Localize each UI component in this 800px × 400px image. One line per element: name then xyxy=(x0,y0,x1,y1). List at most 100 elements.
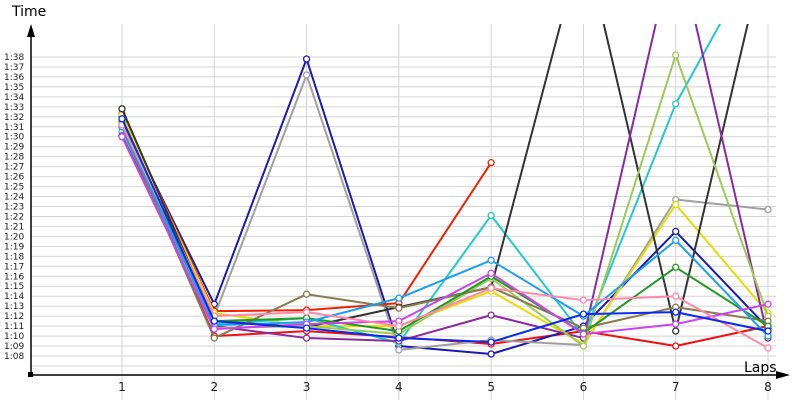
data-point-marker[interactable] xyxy=(210,317,218,325)
data-point-marker[interactable] xyxy=(764,327,772,335)
series-line xyxy=(121,121,769,335)
x-axis-title: Laps xyxy=(744,360,777,376)
series-line xyxy=(121,126,769,337)
data-point-marker[interactable] xyxy=(302,334,311,342)
data-point-marker[interactable] xyxy=(487,338,495,346)
data-point-marker[interactable] xyxy=(579,330,588,338)
data-point-marker[interactable] xyxy=(395,322,403,330)
y-tick-label: 1:33 xyxy=(4,103,24,113)
data-point-marker[interactable] xyxy=(579,342,588,350)
axis-origin-marker xyxy=(28,372,33,377)
y-tick-label: 1:26 xyxy=(4,173,24,183)
axes: Time Laps xyxy=(11,4,790,379)
y-tick-label: 1:16 xyxy=(4,272,24,282)
y-tick-label: 1:25 xyxy=(4,183,24,193)
series-purple xyxy=(118,24,772,345)
series-line xyxy=(121,118,769,344)
data-point-marker[interactable] xyxy=(764,205,772,214)
y-tick-label: 1:38 xyxy=(4,53,24,63)
data-point-marker[interactable] xyxy=(118,115,126,123)
data-point-marker[interactable] xyxy=(487,211,495,220)
data-point-marker[interactable] xyxy=(487,284,495,292)
series-blue xyxy=(118,115,772,346)
data-point-marker[interactable] xyxy=(210,325,218,333)
data-point-marker[interactable] xyxy=(579,310,588,318)
y-tick-label: 1:08 xyxy=(4,352,24,362)
data-point-marker[interactable] xyxy=(302,55,311,63)
series-cyan xyxy=(118,24,722,347)
y-tick-label: 1:23 xyxy=(4,203,24,213)
data-point-marker[interactable] xyxy=(672,263,680,271)
y-tick-label: 1:21 xyxy=(4,222,24,232)
y-tick-label: 1:15 xyxy=(4,282,24,292)
y-axis-arrow-icon xyxy=(27,24,35,37)
data-point-marker[interactable] xyxy=(487,256,495,264)
data-point-marker[interactable] xyxy=(672,227,680,236)
y-tick-label: 1:20 xyxy=(4,232,24,242)
y-tick-label: 1:27 xyxy=(4,163,24,173)
series-line xyxy=(121,57,769,356)
y-tick-label: 1:18 xyxy=(4,252,24,262)
data-point-marker[interactable] xyxy=(395,294,403,302)
data-point-marker[interactable] xyxy=(395,304,403,312)
data-point-marker[interactable] xyxy=(672,51,680,59)
y-tick-label: 1:28 xyxy=(4,153,24,163)
y-axis-title: Time xyxy=(11,4,46,20)
y-tick-label: 1:29 xyxy=(4,143,24,153)
data-point-marker[interactable] xyxy=(672,236,680,245)
data-point-marker[interactable] xyxy=(118,133,126,141)
y-tick-labels: 1:081:091:101:111:121:131:141:151:161:17… xyxy=(4,53,24,362)
y-tick-label: 1:14 xyxy=(4,292,24,302)
y-tick-label: 1:37 xyxy=(4,63,24,73)
series-line xyxy=(121,24,749,333)
data-point-marker[interactable] xyxy=(487,311,495,319)
x-tick-label: 4 xyxy=(395,380,403,394)
y-tick-label: 1:32 xyxy=(4,113,24,123)
data-point-marker[interactable] xyxy=(302,324,311,332)
data-point-marker[interactable] xyxy=(395,334,403,342)
data-point-marker[interactable] xyxy=(302,308,311,316)
x-axis-arrow-icon xyxy=(776,371,790,379)
x-tick-labels: 1 2 3 4 5 6 7 8 xyxy=(118,380,772,394)
x-tick-label: 1 xyxy=(118,380,126,394)
data-point-marker[interactable] xyxy=(672,308,680,316)
y-tick-label: 1:10 xyxy=(4,332,24,342)
x-tick-label: 6 xyxy=(580,380,588,394)
data-point-marker[interactable] xyxy=(118,105,126,113)
y-tick-label: 1:09 xyxy=(4,342,24,352)
y-tick-label: 1:35 xyxy=(4,83,24,93)
data-point-marker[interactable] xyxy=(672,100,680,108)
data-point-marker[interactable] xyxy=(764,344,772,352)
x-tick-label: 8 xyxy=(764,380,772,394)
x-tick-label: 5 xyxy=(487,380,495,394)
data-point-marker[interactable] xyxy=(672,327,680,335)
y-tick-label: 1:30 xyxy=(4,133,24,143)
data-point-marker[interactable] xyxy=(395,346,403,354)
series-line xyxy=(121,73,769,352)
x-tick-label: 7 xyxy=(672,380,680,394)
series-line xyxy=(121,124,769,349)
y-tick-label: 1:24 xyxy=(4,193,24,203)
data-point-marker[interactable] xyxy=(764,300,772,308)
x-tick-label: 3 xyxy=(303,380,311,394)
data-point-marker[interactable] xyxy=(672,292,680,300)
data-point-marker[interactable] xyxy=(672,342,680,350)
series-magenta xyxy=(118,133,772,338)
data-point-marker[interactable] xyxy=(672,200,680,209)
data-point-marker[interactable] xyxy=(302,290,311,298)
data-point-marker[interactable] xyxy=(579,296,588,304)
y-tick-label: 1:17 xyxy=(4,262,24,272)
data-point-marker[interactable] xyxy=(487,158,495,167)
y-tick-label: 1:31 xyxy=(4,123,24,133)
data-point-marker[interactable] xyxy=(210,334,218,342)
x-tick-label: 2 xyxy=(210,380,218,394)
data-point-marker[interactable] xyxy=(487,350,495,358)
y-tick-label: 1:36 xyxy=(4,73,24,83)
y-tick-label: 1:12 xyxy=(4,312,24,322)
y-tick-label: 1:34 xyxy=(4,93,24,103)
data-point-marker[interactable] xyxy=(302,71,311,79)
y-tick-label: 1:11 xyxy=(4,322,24,332)
data-point-marker[interactable] xyxy=(672,320,680,328)
data-point-marker[interactable] xyxy=(487,269,495,277)
